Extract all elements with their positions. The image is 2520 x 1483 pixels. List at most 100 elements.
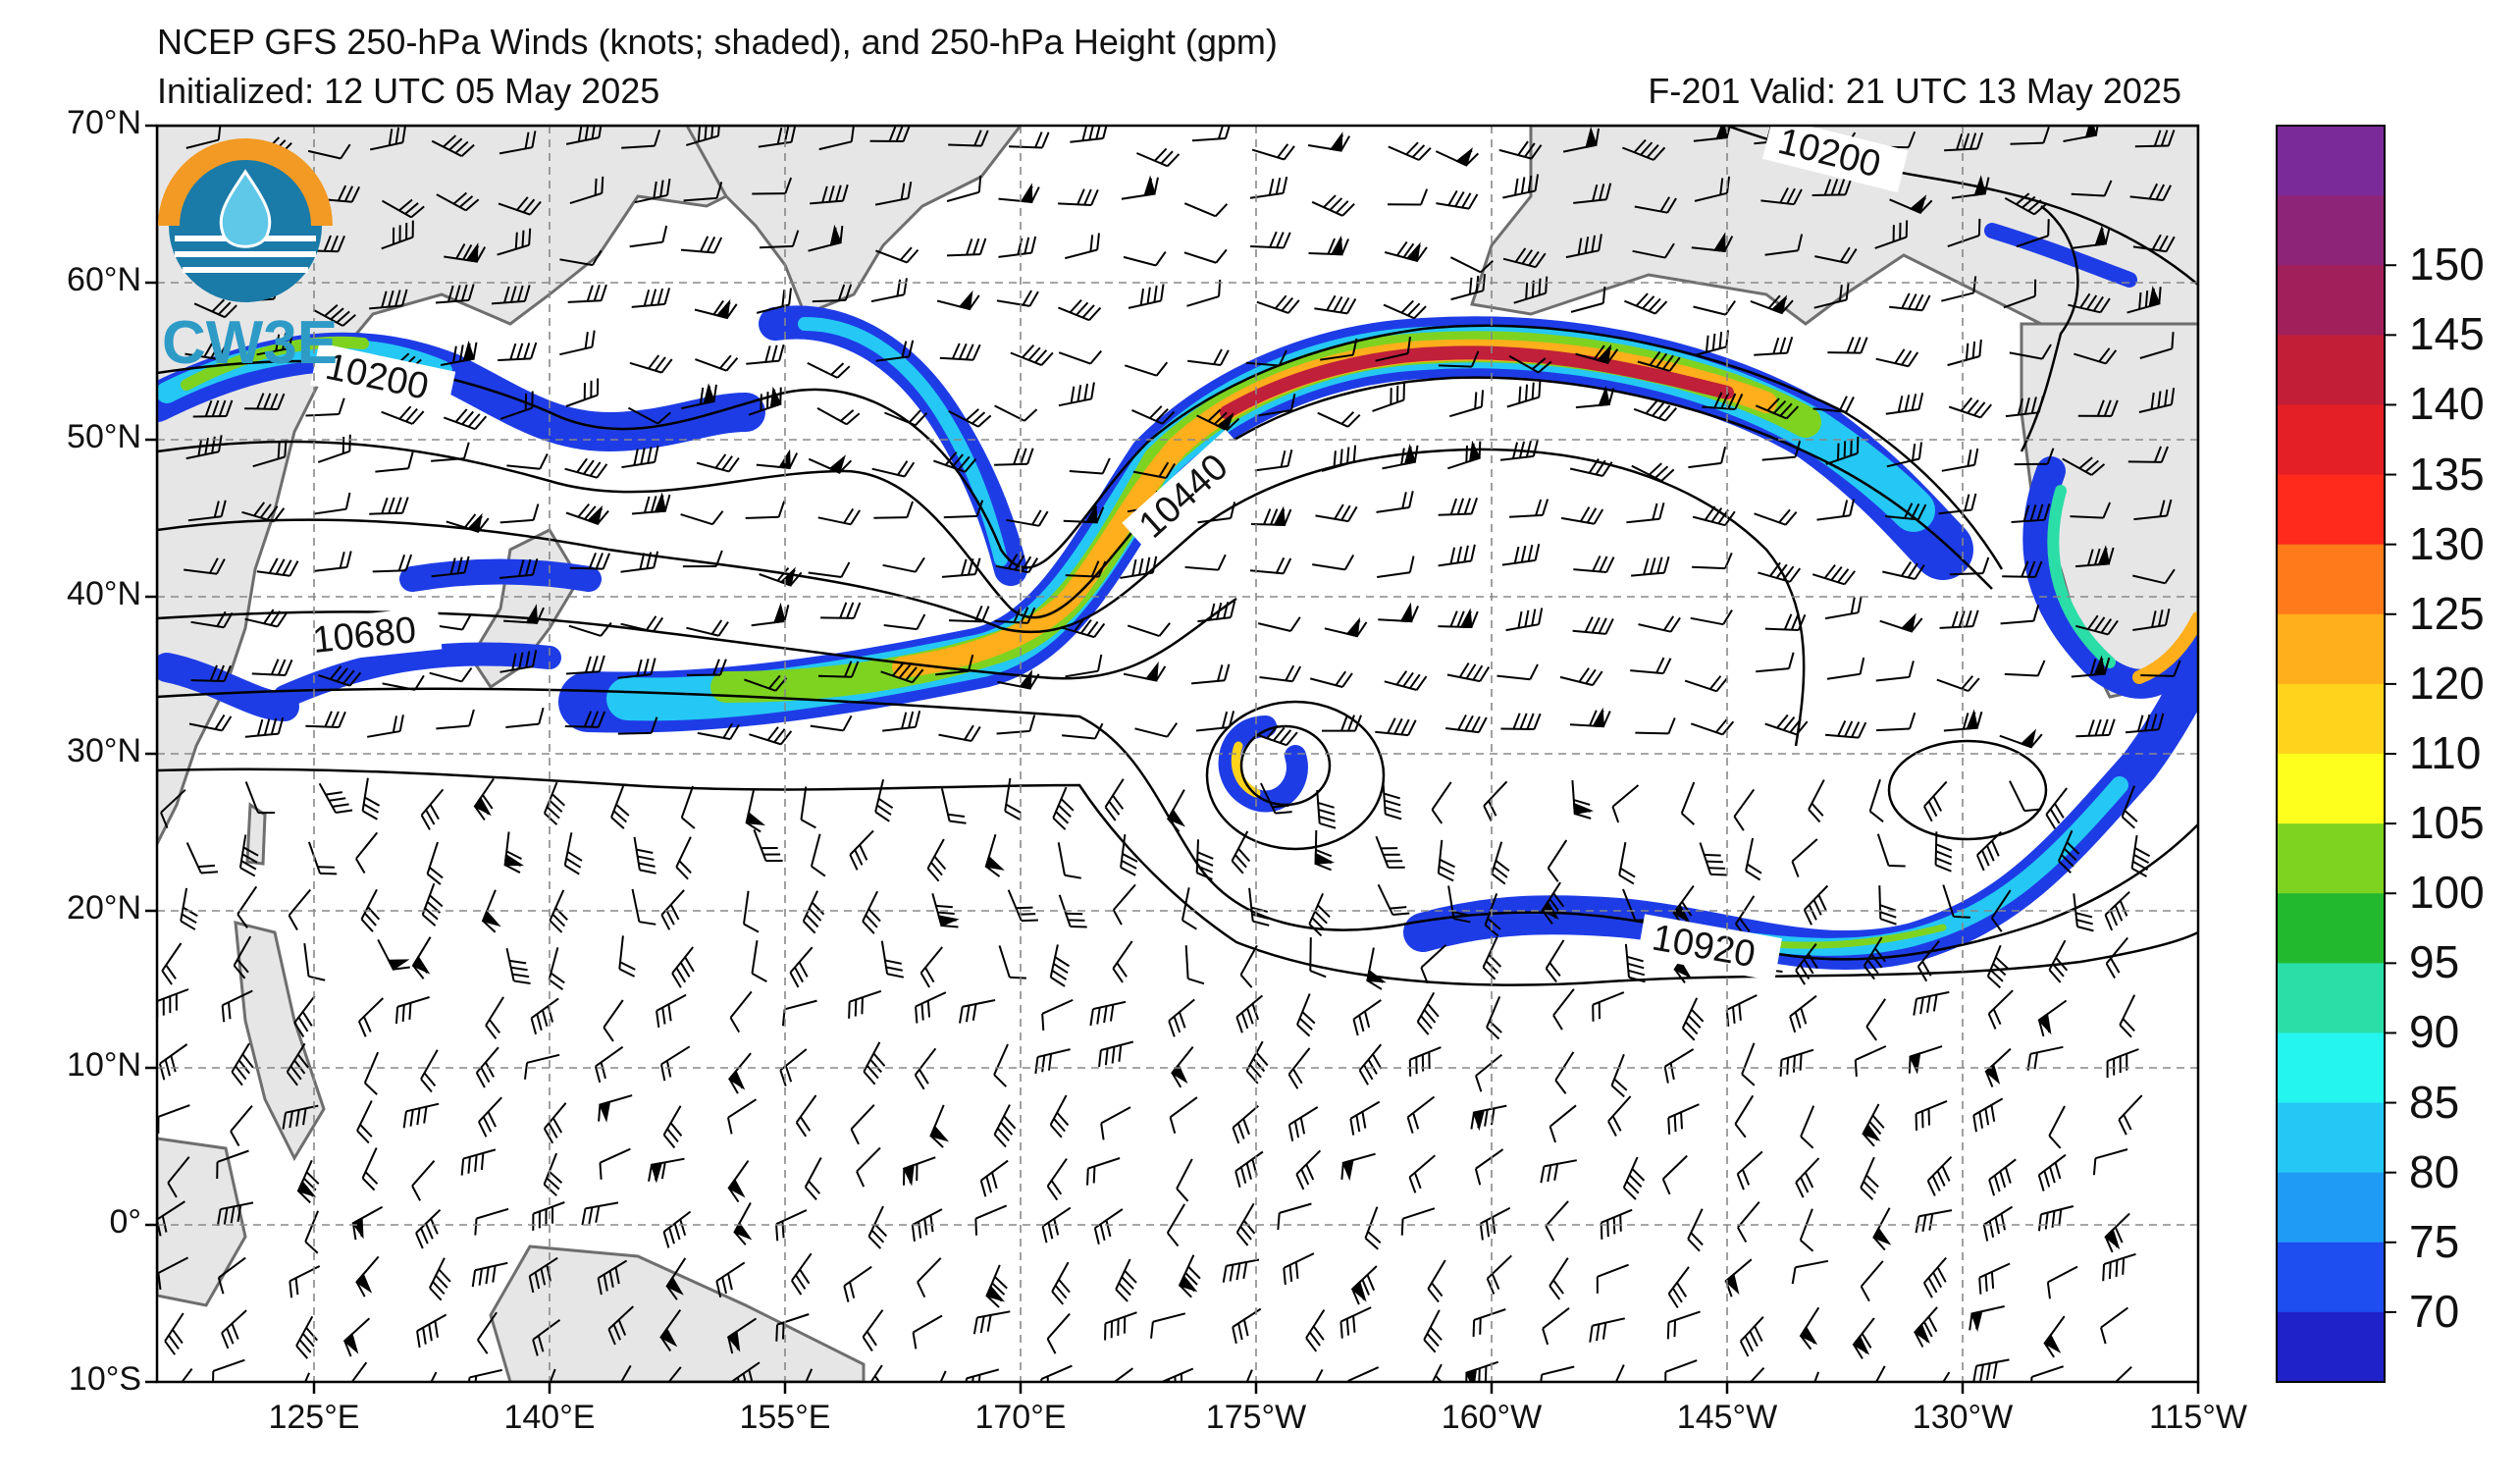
wind-barb <box>1312 555 1355 571</box>
lat-label: 70°N <box>67 104 141 141</box>
wind-barb <box>1737 1200 1760 1243</box>
wind-barb <box>808 224 844 252</box>
wind-barb <box>633 836 656 874</box>
wind-barb <box>1562 127 1601 153</box>
wind-barb <box>548 947 565 990</box>
wind-barb <box>499 503 540 524</box>
contour-line <box>157 687 2198 961</box>
wind-barb <box>416 1313 447 1349</box>
wind-barb <box>2077 399 2119 417</box>
wind-barb <box>543 781 565 825</box>
wind-barb <box>2016 219 2050 248</box>
wind-barb <box>749 726 793 746</box>
wind-barb <box>1058 349 1103 365</box>
wind-barb <box>1803 884 1829 926</box>
valid-time-label: F-201 Valid: 21 UTC 13 May 2025 <box>1648 71 2181 111</box>
wind-barb <box>2133 499 2173 521</box>
wind-barb <box>1596 1263 1629 1294</box>
wind-barb <box>2132 609 2171 631</box>
wind-barb <box>1667 1103 1700 1135</box>
wind-barb <box>1571 780 1595 820</box>
wind-barb <box>1972 1097 2004 1133</box>
wind-barb <box>185 435 223 460</box>
wind-barb <box>421 882 444 927</box>
wind-barb <box>802 890 825 934</box>
wind-barb <box>1761 440 1802 461</box>
wind-barb <box>745 789 766 833</box>
wind-barb <box>1166 1203 1185 1247</box>
wind-barb <box>880 662 924 684</box>
wind-barb <box>157 1256 189 1291</box>
wind-barb <box>620 615 664 633</box>
wind-barb <box>567 284 607 303</box>
wind-barb <box>2048 1105 2066 1149</box>
wind-barb <box>2043 1315 2066 1358</box>
wind-barb <box>1132 461 1177 480</box>
wind-barb <box>1908 1045 1943 1075</box>
wind-barb <box>1779 1048 1814 1077</box>
wind-barb <box>1948 397 1992 419</box>
wind-barb <box>2004 192 2048 216</box>
wind-barb <box>1506 380 1542 408</box>
wind-barb <box>727 1160 750 1203</box>
wind-barb <box>1501 543 1541 566</box>
wind-barb <box>696 453 740 473</box>
wind-barb <box>1608 1364 1625 1382</box>
wind-barb <box>804 1157 822 1200</box>
wind-barb <box>948 605 990 623</box>
wind-barb <box>411 1160 436 1201</box>
wind-barb <box>948 408 992 428</box>
wind-barb <box>883 613 926 631</box>
wind-barb <box>1308 235 1350 256</box>
wind-barb <box>1878 885 1897 926</box>
wind-barb <box>1733 788 1756 831</box>
wind-barb <box>930 1370 947 1382</box>
wind-barb <box>808 561 851 578</box>
wind-barb <box>1445 714 1488 734</box>
wind-barb <box>1690 609 1733 626</box>
wind-barb <box>1622 138 1666 161</box>
wind-barb <box>1610 1053 1628 1098</box>
wind-barb <box>532 1201 565 1231</box>
cw3e-logo: CW3E <box>158 138 338 377</box>
wind-barb <box>1377 883 1410 916</box>
wind-barb <box>1814 246 1858 264</box>
wind-barb <box>2092 1148 2128 1176</box>
wind-barb <box>1009 132 1050 149</box>
wind-barb <box>313 492 351 515</box>
wind-barb <box>1875 348 1919 368</box>
wind-barb <box>1545 939 1565 982</box>
wind-barb <box>1307 132 1351 152</box>
wind-barb <box>1491 841 1510 885</box>
wind-barb <box>1754 337 1794 356</box>
wind-barb <box>167 1156 190 1198</box>
wind-barb <box>294 1372 311 1382</box>
wind-barb <box>617 658 656 679</box>
wind-barb <box>1052 786 1075 830</box>
wind-barb <box>1791 1259 1829 1285</box>
wind-barb <box>367 715 404 738</box>
wind-barb <box>1004 777 1022 821</box>
wind-barb <box>1128 284 1165 309</box>
wind-barb <box>1449 256 1495 274</box>
wind-barb <box>304 1210 320 1254</box>
wind-barb <box>369 497 409 515</box>
wind-barb <box>936 290 980 311</box>
wind-barb <box>304 235 345 253</box>
lat-label: 10°S <box>68 1360 141 1398</box>
wind-barb <box>1795 942 1818 985</box>
wind-barb <box>1637 350 1681 372</box>
wind-barb <box>694 298 738 320</box>
wind-barb <box>1694 176 1731 202</box>
wind-barb <box>296 1159 320 1204</box>
wind-barb <box>1358 1043 1383 1086</box>
wind-barb <box>2119 994 2136 1038</box>
wind-barb <box>1939 609 1979 629</box>
wind-barb <box>1926 1155 1953 1196</box>
wind-barb <box>1740 1367 1765 1382</box>
wind-barb <box>241 502 286 523</box>
wind-barb <box>1876 833 1906 868</box>
wind-barb <box>431 556 470 578</box>
wind-barb <box>238 834 259 877</box>
colorbar-label: 75 <box>2409 1215 2460 1267</box>
